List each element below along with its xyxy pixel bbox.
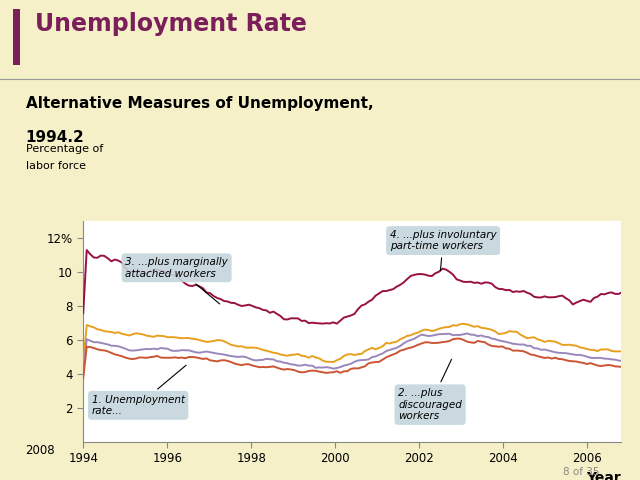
Text: 3. ...plus marginally
attached workers: 3. ...plus marginally attached workers — [125, 257, 228, 304]
Bar — [13, 9, 20, 65]
Text: Unemployment Rate: Unemployment Rate — [35, 12, 307, 36]
Text: 2. ...plus
discouraged
workers: 2. ...plus discouraged workers — [398, 359, 462, 421]
Text: 1. Unemployment
rate...: 1. Unemployment rate... — [92, 365, 186, 416]
Text: 1994.2: 1994.2 — [26, 130, 84, 144]
Text: 4. ...plus involuntary
part-time workers: 4. ...plus involuntary part-time workers — [390, 230, 497, 271]
Text: 2008: 2008 — [26, 444, 55, 456]
Text: Alternative Measures of Unemployment,: Alternative Measures of Unemployment, — [26, 96, 373, 111]
Text: 8 of 35: 8 of 35 — [563, 467, 600, 477]
Text: labor force: labor force — [26, 161, 86, 171]
X-axis label: Year: Year — [586, 470, 621, 480]
Text: Percentage of: Percentage of — [26, 144, 103, 154]
